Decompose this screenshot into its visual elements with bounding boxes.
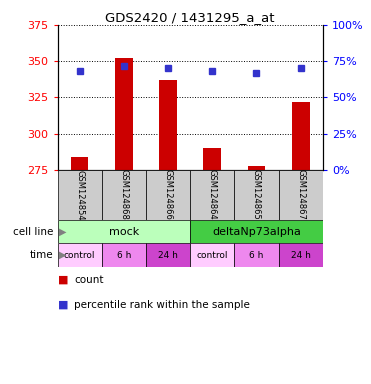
Text: control: control	[197, 251, 228, 260]
Bar	[190, 170, 234, 220]
Text: ■: ■	[58, 300, 68, 310]
Text: GSM124864: GSM124864	[208, 169, 217, 220]
Text: cell line: cell line	[13, 227, 54, 237]
Text: 6 h: 6 h	[249, 251, 264, 260]
Text: GSM124867: GSM124867	[296, 169, 305, 220]
Text: GSM124865: GSM124865	[252, 169, 261, 220]
Bar	[71, 157, 88, 170]
Text: control: control	[64, 251, 95, 260]
Text: mock: mock	[109, 227, 139, 237]
Bar	[190, 243, 234, 267]
Text: count: count	[74, 275, 104, 285]
Bar	[58, 170, 102, 220]
Bar	[190, 220, 323, 243]
Bar	[234, 243, 279, 267]
Bar	[58, 243, 102, 267]
Text: 24 h: 24 h	[291, 251, 311, 260]
Bar	[102, 243, 146, 267]
Text: GSM124866: GSM124866	[164, 169, 173, 220]
Text: time: time	[30, 250, 54, 260]
Bar	[279, 170, 323, 220]
Text: ▶: ▶	[59, 250, 67, 260]
Bar	[146, 243, 190, 267]
Text: deltaNp73alpha: deltaNp73alpha	[212, 227, 301, 237]
Bar	[159, 80, 177, 170]
Bar	[58, 220, 190, 243]
Text: 6 h: 6 h	[116, 251, 131, 260]
Bar	[115, 58, 133, 170]
Text: ▶: ▶	[59, 227, 67, 237]
Text: 24 h: 24 h	[158, 251, 178, 260]
Bar	[234, 170, 279, 220]
Title: GDS2420 / 1431295_a_at: GDS2420 / 1431295_a_at	[105, 11, 275, 24]
Bar	[102, 170, 146, 220]
Text: GSM124868: GSM124868	[119, 169, 128, 220]
Bar	[146, 170, 190, 220]
Text: percentile rank within the sample: percentile rank within the sample	[74, 300, 250, 310]
Bar	[203, 148, 221, 170]
Bar	[247, 166, 265, 170]
Text: ■: ■	[58, 275, 68, 285]
Bar	[292, 102, 309, 170]
Bar	[279, 243, 323, 267]
Text: GSM124854: GSM124854	[75, 169, 84, 220]
